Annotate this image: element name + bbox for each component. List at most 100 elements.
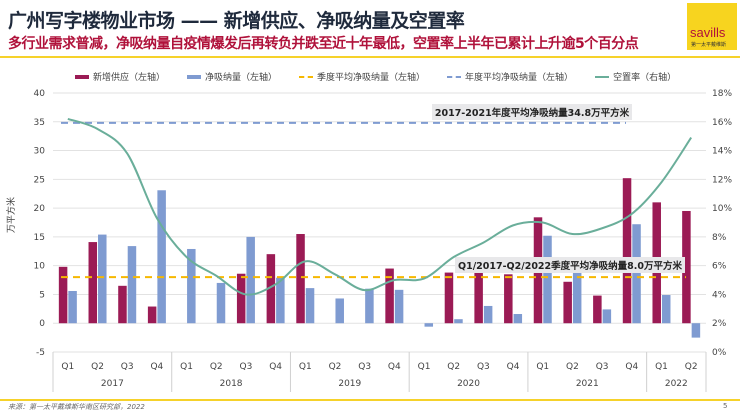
x-tick-label: Q1	[418, 362, 431, 372]
y2-tick-label: 2%	[712, 319, 727, 329]
absorption-bar	[276, 277, 285, 324]
y2-tick-label: 16%	[712, 118, 732, 128]
supply-bar	[682, 210, 691, 324]
supply-bar	[296, 234, 305, 324]
absorption-bar	[216, 282, 226, 324]
x-tick-label: Q4	[507, 362, 520, 372]
x-tick-label: Q3	[477, 362, 490, 372]
x-tick-label: Q3	[121, 362, 134, 372]
x-tick-label: Q1	[655, 362, 668, 372]
supply-bar	[385, 268, 394, 324]
x-tick-label: Q2	[566, 362, 579, 372]
absorption-bar	[602, 309, 612, 324]
x-tick-label: Q2	[91, 362, 104, 372]
year-label: 2020	[457, 379, 480, 389]
y-tick-label: 5	[39, 290, 45, 300]
y-tick-label: 10	[34, 262, 46, 272]
absorption-bar	[68, 290, 77, 324]
x-tick-label: Q3	[596, 362, 609, 372]
supply-bar	[118, 285, 127, 324]
x-tick-label: Q3	[240, 362, 253, 372]
absorption-bar	[483, 305, 493, 324]
year-label: 2018	[220, 379, 243, 389]
supply-bar	[593, 295, 602, 324]
page-subtitle: 多行业需求普减，净吸纳量自疫情爆发后再转负并跌至近十年最低，空置率上半年已累计上…	[8, 36, 639, 52]
y2-tick-label: 18%	[712, 89, 732, 99]
absorption-bar	[632, 224, 641, 324]
x-tick-label: Q4	[269, 362, 282, 372]
absorption-bar	[394, 289, 404, 324]
x-tick-label: Q4	[388, 362, 401, 372]
y-tick-label: 35	[34, 118, 45, 128]
x-tick-label: Q1	[299, 362, 312, 372]
absorption-bar	[661, 295, 671, 324]
absorption-bar	[691, 323, 701, 338]
vacancy-line	[67, 117, 692, 296]
absorption-bar	[543, 235, 552, 324]
x-tick-label: Q3	[358, 362, 371, 372]
absorption-bar	[246, 236, 255, 324]
supply-bar	[474, 270, 483, 324]
legend-supply: 新增供应（左轴）	[75, 70, 165, 83]
y2-tick-label: 10%	[712, 204, 732, 214]
x-tick-label: Q2	[447, 362, 460, 372]
supply-bar	[563, 281, 572, 324]
x-tick-label: Q4	[150, 362, 163, 372]
year-label: 2022	[665, 379, 688, 389]
absorption-bar	[127, 246, 137, 324]
supply-bar	[58, 266, 68, 324]
annual-avg-label-bg	[432, 104, 632, 120]
year-label: 2019	[338, 379, 361, 389]
absorption-bar	[305, 288, 315, 324]
x-tick-label: Q2	[210, 362, 223, 372]
savills-logo: savills 第一太平戴维斯	[687, 3, 737, 50]
absorption-bar	[187, 248, 196, 324]
y2-tick-label: 4%	[712, 290, 727, 300]
x-tick-label: Q1	[536, 362, 549, 372]
y-tick-label: 20	[34, 204, 46, 214]
legend-quarterly-avg: 季度平均净吸纳量（左轴）	[299, 70, 425, 83]
x-tick-label: Q4	[625, 362, 638, 372]
footer-divider	[0, 399, 740, 401]
page-number: 5	[723, 402, 728, 410]
legend-vacancy: 空置率（右轴）	[595, 70, 676, 83]
x-tick-label: Q2	[329, 362, 342, 372]
y2-tick-label: 12%	[712, 175, 732, 185]
y2-tick-label: 8%	[712, 233, 727, 243]
legend-absorption: 净吸纳量（左轴）	[187, 70, 277, 83]
absorption-bar	[157, 190, 166, 324]
supply-bar	[236, 273, 246, 324]
y-tick-label: -5	[36, 348, 45, 358]
absorption-bar	[513, 314, 523, 324]
supply-bar	[147, 306, 157, 324]
absorption-bar	[98, 234, 107, 324]
y-tick-label: 40	[34, 89, 46, 99]
x-tick-label: Q1	[180, 362, 193, 372]
chart-legend: 新增供应（左轴） 净吸纳量（左轴） 季度平均净吸纳量（左轴） 年度平均净吸纳量（…	[75, 70, 676, 83]
y-tick-label: 0	[39, 319, 45, 329]
absorption-bar	[454, 319, 463, 324]
absorption-bar	[572, 269, 582, 324]
year-label: 2017	[101, 379, 124, 389]
x-tick-label: Q1	[61, 362, 74, 372]
source-note: 来源：第一太平戴维斯华南区研究部，2022	[8, 403, 145, 411]
legend-annual-avg: 年度平均净吸纳量（左轴）	[447, 70, 573, 83]
quarterly-avg-label-bg	[455, 257, 685, 273]
x-tick-label: Q2	[685, 362, 698, 372]
y-tick-label: 15	[34, 233, 45, 243]
page-title: 广州写字楼物业市场 —— 新增供应、净吸纳量及空置率	[8, 10, 465, 32]
supply-bar	[266, 254, 276, 324]
supply-bar	[444, 272, 454, 324]
absorption-bar	[424, 323, 434, 327]
supply-bar	[88, 242, 98, 324]
y2-tick-label: 14%	[712, 147, 732, 157]
header-divider	[0, 56, 740, 58]
supply-bar	[622, 178, 632, 324]
supply-bar	[504, 274, 513, 324]
y2-tick-label: 6%	[712, 262, 727, 272]
y-tick-label: 30	[34, 147, 46, 157]
annual-avg-label: 2017-2021年度平均净吸纳量34.8万平方米	[435, 107, 630, 119]
quarterly-avg-label: Q1/2017-Q2/2022季度平均净吸纳量8.0万平方米	[458, 260, 682, 272]
absorption-bar	[335, 298, 344, 324]
